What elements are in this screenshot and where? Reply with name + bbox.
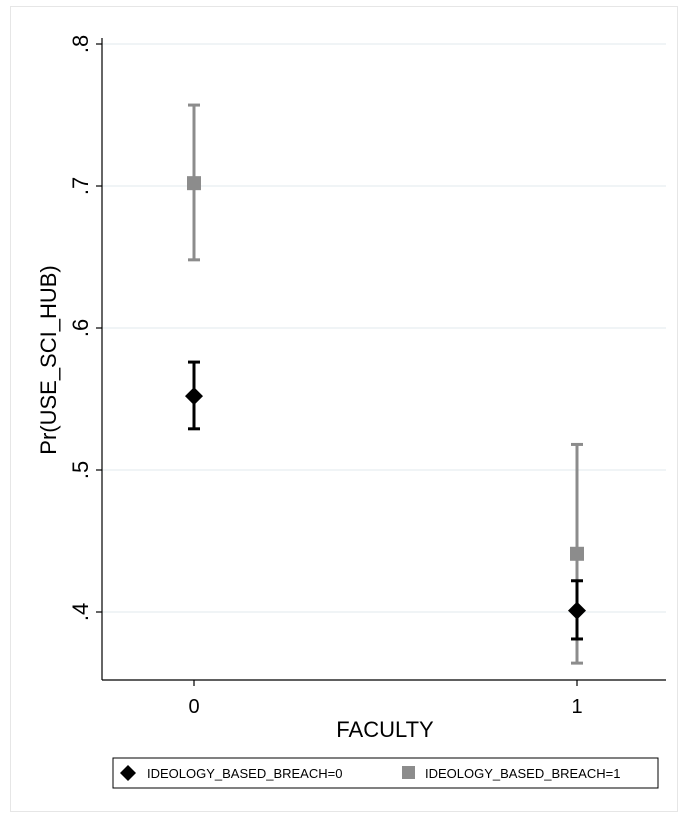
legend-marker-series-0: [120, 765, 136, 781]
x-tick-label: 1: [571, 696, 582, 718]
legend: IDEOLOGY_BASED_BREACH=0 IDEOLOGY_BASED_B…: [112, 757, 659, 789]
legend-box: [112, 757, 659, 789]
y-tick-label: .6: [68, 319, 93, 337]
legend-label-series-0: IDEOLOGY_BASED_BREACH=0: [147, 766, 342, 781]
point-diamond-series-0: [185, 387, 203, 406]
data-marks: [185, 103, 586, 665]
x-axis-label: FACULTY: [336, 717, 434, 742]
y-tick-label: .5: [68, 461, 93, 479]
chart-frame: [10, 6, 678, 812]
x-tick-label: 0: [188, 696, 199, 718]
legend-label-series-1: IDEOLOGY_BASED_BREACH=1: [425, 766, 620, 781]
point-diamond-series-0: [568, 601, 586, 620]
gridlines: [102, 43, 666, 613]
point-square-series-1: [187, 176, 201, 191]
y-axis-label: Pr(USE_SCI_HUB): [36, 265, 61, 454]
point-square-series-1: [570, 546, 584, 561]
y-tick-label: .7: [68, 177, 93, 195]
y-tick-label: .4: [68, 603, 93, 621]
legend-marker-series-1: [402, 766, 415, 779]
y-tick-label: .8: [68, 35, 93, 53]
y-axis-ticks: .4 .5 .6 .7 .8: [68, 35, 102, 621]
